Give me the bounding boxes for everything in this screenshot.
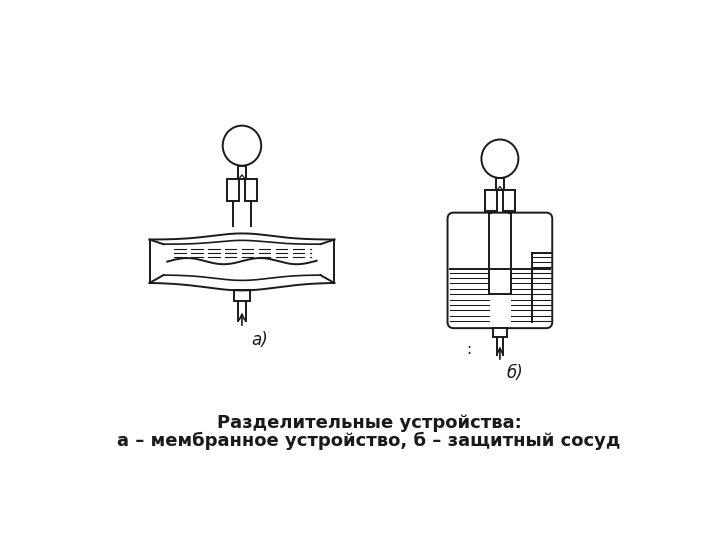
Polygon shape: [503, 190, 516, 211]
Polygon shape: [496, 178, 504, 190]
Text: :: :: [467, 342, 472, 357]
FancyBboxPatch shape: [448, 213, 552, 328]
Text: а): а): [251, 331, 268, 349]
Text: б): б): [506, 363, 523, 382]
Polygon shape: [234, 291, 250, 301]
Polygon shape: [245, 179, 257, 201]
Text: Разделительные устройства:: Разделительные устройства:: [217, 414, 521, 432]
Polygon shape: [238, 166, 246, 179]
Polygon shape: [493, 328, 507, 338]
Ellipse shape: [222, 126, 261, 166]
Ellipse shape: [482, 139, 518, 178]
Text: а – мембранное устройство, б – защитный сосуд: а – мембранное устройство, б – защитный …: [117, 431, 621, 450]
Polygon shape: [227, 179, 239, 201]
Polygon shape: [485, 190, 497, 211]
